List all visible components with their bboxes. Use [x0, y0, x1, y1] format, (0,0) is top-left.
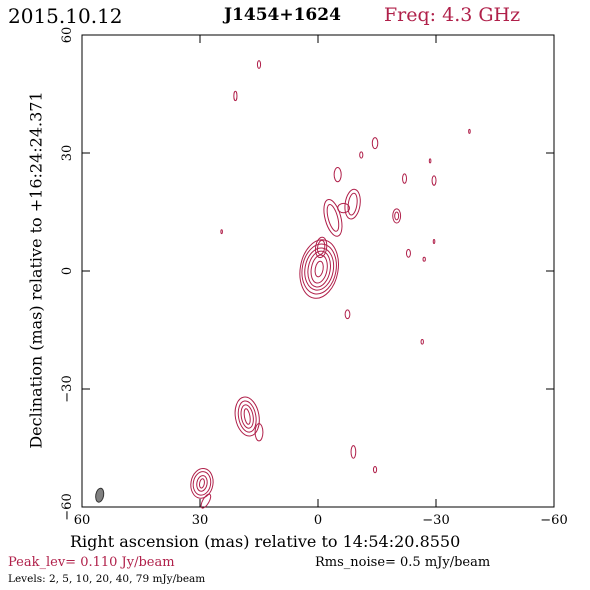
contour-line [405, 248, 411, 258]
contour-line [299, 239, 339, 299]
contour-line [240, 404, 254, 429]
beam-group [95, 487, 105, 503]
contour-line [323, 199, 343, 237]
contour-line [394, 211, 400, 221]
contour-line [337, 202, 350, 214]
contour-component [344, 309, 351, 320]
contour-line [359, 151, 364, 159]
contour-component [323, 199, 343, 237]
contour-levels: Levels: 2, 5, 10, 20, 40, 79 mJy/beam [8, 573, 206, 585]
contour-line [428, 158, 432, 164]
contour-component [405, 248, 411, 258]
contour-component [256, 60, 262, 69]
peak-level: Peak_lev= 0.110 Jy/beam [8, 555, 175, 570]
x-tick-label: 60 [74, 513, 91, 528]
contour-line [315, 236, 328, 259]
beam-ellipse [95, 487, 105, 503]
contour-component [315, 236, 328, 259]
contour-component [333, 167, 342, 183]
contour-line [301, 243, 337, 295]
contour-line [200, 493, 212, 509]
contour-component [337, 202, 350, 214]
contour-line [234, 396, 260, 437]
contour-line [317, 239, 326, 255]
contour-line [304, 247, 335, 291]
y-tick-label: 60 [60, 27, 75, 44]
contour-component [422, 256, 426, 262]
contour-component [220, 229, 223, 235]
contour-component [234, 396, 260, 437]
contour-line [402, 173, 408, 184]
contour-component [371, 137, 379, 150]
contour-component [233, 90, 238, 102]
y-tick-label: 0 [60, 267, 75, 275]
contour-component [402, 173, 408, 184]
x-tick-label: −60 [540, 513, 567, 528]
contour-line [432, 239, 436, 244]
contour-line [420, 338, 424, 345]
contour-line [372, 465, 378, 474]
contour-line [192, 471, 212, 496]
contour-components [190, 60, 471, 509]
contour-component [428, 158, 432, 164]
y-axis-label: Declination (mas) relative to +16:24:24.… [26, 91, 46, 449]
y-tick-label: 30 [60, 145, 75, 162]
contour-component [350, 445, 357, 459]
rms-noise: Rms_noise= 0.5 mJy/beam [315, 555, 491, 570]
observation-date: 2015.10.12 [8, 4, 123, 28]
contour-line [371, 137, 379, 150]
contour-line [347, 192, 358, 216]
contour-component [431, 175, 437, 186]
contour-line [190, 468, 214, 499]
frequency-label: Freq: 4.3 GHz [384, 4, 521, 26]
contour-component [372, 465, 378, 474]
contour-component [468, 128, 471, 134]
contour-line [256, 60, 262, 69]
contour-component [190, 468, 214, 499]
contour-component [254, 423, 264, 442]
contour-component [200, 493, 212, 509]
contour-line [431, 175, 437, 186]
contour-line [350, 445, 357, 459]
contour-line [333, 167, 342, 183]
contour-line [326, 204, 340, 232]
contour-line [344, 309, 351, 320]
contour-line [233, 90, 238, 102]
contour-line [243, 408, 251, 425]
source-name: J1454+1624 [224, 5, 341, 25]
contour-line [392, 208, 402, 224]
contour-line [254, 423, 264, 442]
x-tick-label: −30 [422, 513, 449, 528]
contour-component [392, 208, 402, 224]
plot-frame [81, 34, 555, 508]
contour-line [307, 250, 331, 288]
contour-line [314, 260, 324, 278]
contour-component [299, 239, 339, 299]
contour-line [422, 256, 426, 262]
y-tick-label: −30 [60, 375, 75, 402]
y-tick-label: −60 [60, 493, 75, 520]
contour-line [199, 478, 205, 489]
contour-component [359, 151, 364, 159]
contour-line [468, 128, 471, 134]
contour-line [196, 475, 208, 492]
contour-line [220, 229, 223, 235]
x-tick-label: 30 [192, 513, 209, 528]
contour-component [420, 338, 424, 345]
contour-line [237, 400, 257, 433]
contour-line [310, 254, 328, 284]
x-axis-label: Right ascension (mas) relative to 14:54:… [70, 532, 461, 551]
x-tick-label: 0 [314, 513, 322, 528]
contour-component [432, 239, 436, 244]
